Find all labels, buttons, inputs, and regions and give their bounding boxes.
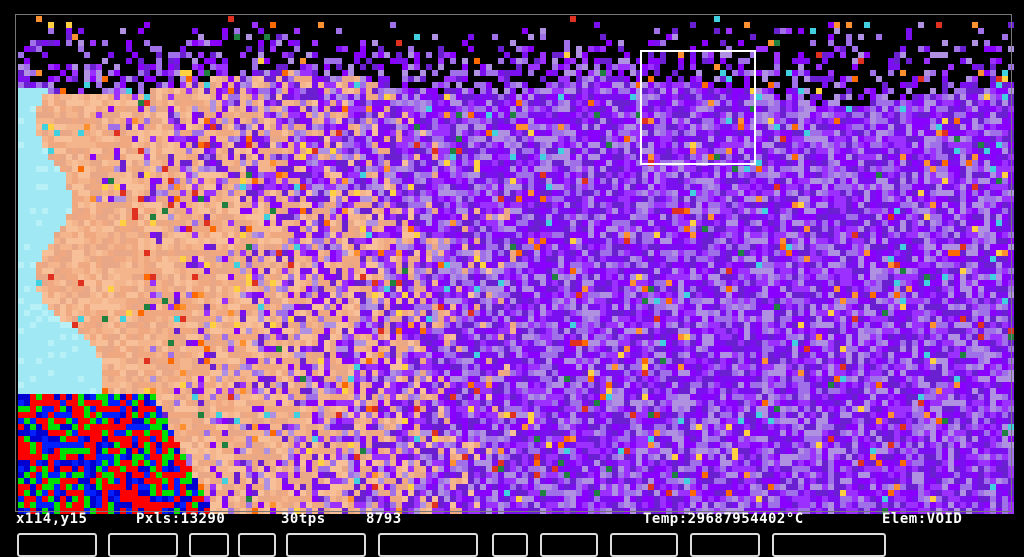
toolbar-button[interactable] (108, 533, 178, 557)
particle-group (18, 22, 1014, 514)
toolbar-button[interactable] (378, 533, 478, 557)
particle-group (18, 22, 1014, 514)
particle-group (36, 76, 516, 514)
game-screen: x114,y15 Pxls:13290 30tps 8793 Temp:2968… (15, 14, 1014, 557)
particles (18, 16, 1014, 514)
tick-rate: 30tps (281, 511, 326, 527)
toolbar-button[interactable] (540, 533, 598, 557)
toolbar-button[interactable] (286, 533, 366, 557)
frame-count: 8793 (366, 511, 402, 527)
particle-group (48, 22, 1014, 514)
sandbox-canvas (15, 14, 1014, 514)
particle-group (18, 394, 204, 514)
cursor-coords: x114,y15 (16, 511, 88, 527)
selected-element: Elem:VOID (882, 511, 963, 527)
particle-group (24, 22, 1014, 514)
world-border (15, 14, 1012, 512)
toolbar-button[interactable] (238, 533, 276, 557)
toolbar-button[interactable] (189, 533, 229, 557)
particle-group (102, 34, 1014, 514)
particle-group (18, 106, 96, 394)
particle-group (18, 394, 198, 514)
toolbar-button[interactable] (492, 533, 528, 557)
toolbar-button[interactable] (690, 533, 760, 557)
brush-cursor (640, 50, 756, 165)
pixel-count: Pxls:13290 (136, 511, 226, 527)
toolbar-button[interactable] (17, 533, 97, 557)
particle-group (60, 22, 972, 514)
temperature: Temp:29687954402°C (643, 511, 804, 527)
particle-group (18, 22, 1014, 514)
particle-group (18, 88, 102, 394)
toolbar-button[interactable] (772, 533, 886, 557)
particle-group (36, 76, 516, 514)
toolbar-button[interactable] (610, 533, 678, 557)
